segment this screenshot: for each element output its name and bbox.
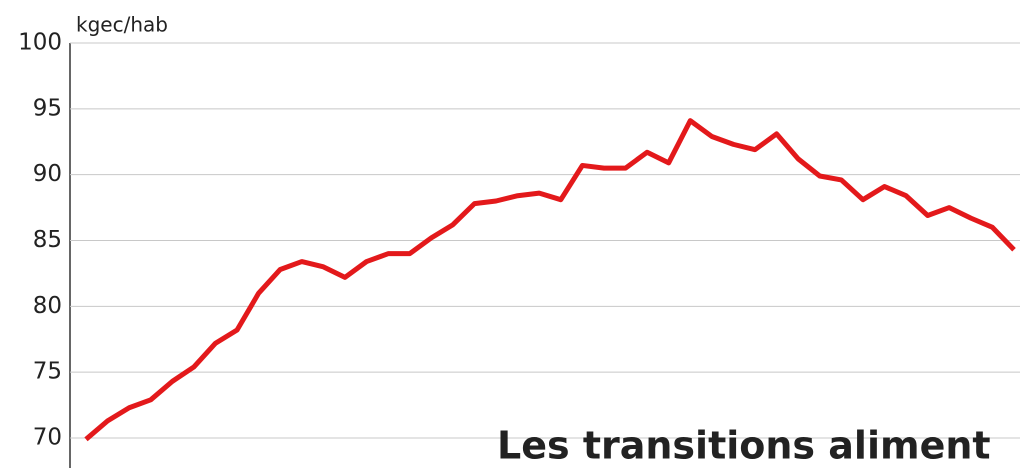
annotation: Les transitions aliment: [497, 424, 991, 468]
y-tick-label: 90: [33, 161, 62, 187]
y-tick-label: 70: [33, 425, 62, 451]
y-tick-label: 100: [18, 30, 62, 56]
y-tick-label: 95: [33, 95, 62, 121]
y-tick-label: 75: [33, 359, 62, 385]
y-tick-label: 80: [33, 293, 62, 319]
data-line: [84, 118, 1016, 442]
y-axis-label: kgec/hab: [76, 13, 168, 37]
y-tick-label: 85: [33, 227, 62, 253]
